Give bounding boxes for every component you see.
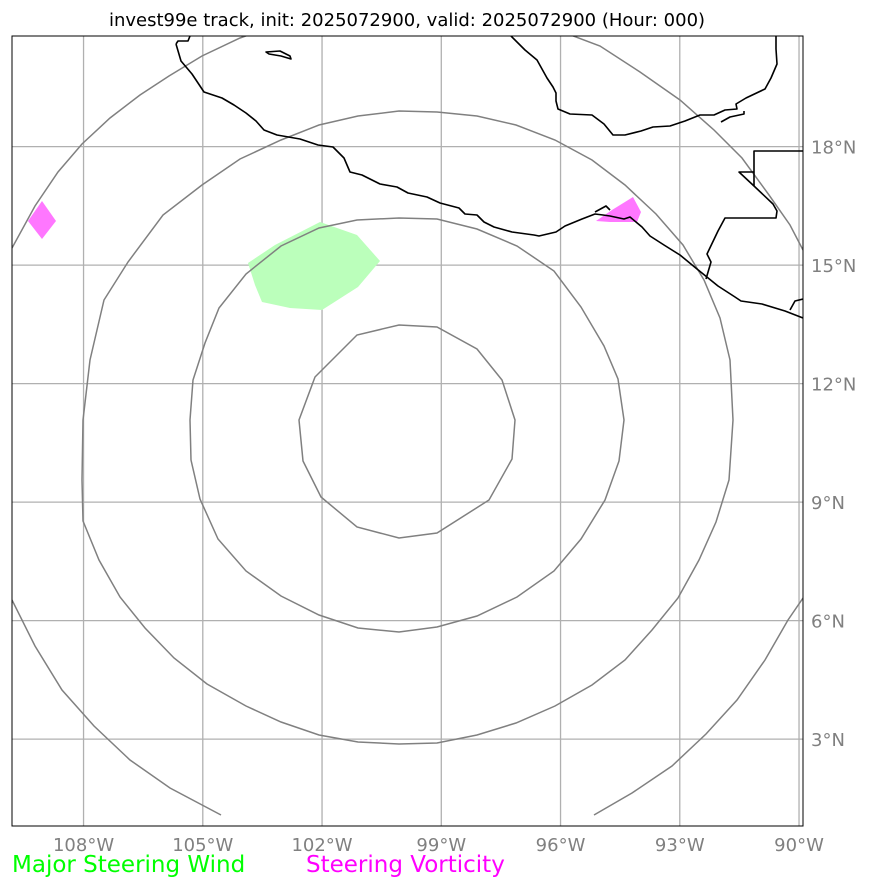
longitude-tick-label: 93°W bbox=[655, 835, 705, 856]
range-ring-inner bbox=[298, 324, 516, 539]
range-ring-outer-ne bbox=[571, 36, 803, 251]
range-ring-outer bbox=[12, 36, 248, 249]
plot-frame bbox=[11, 35, 804, 827]
latitude-tick-label: 6°N bbox=[811, 612, 845, 633]
range-ring-third bbox=[81, 110, 734, 745]
coastline-corner-east bbox=[789, 298, 803, 311]
steering-wind-area bbox=[248, 222, 380, 310]
latitude-tick-label: 9°N bbox=[811, 493, 845, 514]
longitude-tick-label: 99°W bbox=[416, 835, 466, 856]
longitude-tick-labels: 108°W 105°W 102°W 99°W 96°W 93°W 90°W bbox=[53, 835, 824, 856]
longitude-tick-label: 90°W bbox=[774, 835, 824, 856]
gridlines bbox=[12, 36, 803, 826]
latitude-tick-labels: 18°N 15°N 12°N 9°N 6°N 3°N bbox=[811, 138, 856, 751]
longitude-tick-label: 102°W bbox=[291, 835, 352, 856]
coastline-small-gulf-fjord bbox=[594, 205, 611, 213]
range-ring-second bbox=[189, 217, 625, 633]
map-title: invest99e track, init: 2025072900, valid… bbox=[109, 10, 705, 31]
longitude-tick-label: 96°W bbox=[536, 835, 586, 856]
coastline-guatemala-border bbox=[753, 150, 803, 186]
legend-steering-wind: Major Steering Wind bbox=[12, 852, 246, 878]
island-fragment bbox=[265, 50, 292, 60]
range-rings bbox=[12, 36, 803, 816]
longitude-tick-label: 105°W bbox=[172, 835, 233, 856]
latitude-tick-label: 18°N bbox=[811, 138, 856, 159]
coastline bbox=[175, 36, 803, 319]
coastline-yucatan-fragment bbox=[720, 111, 745, 123]
range-ring-outer-sw bbox=[12, 599, 222, 816]
latitude-tick-label: 3°N bbox=[811, 730, 845, 751]
latitude-tick-label: 12°N bbox=[811, 375, 856, 396]
coastline-mexico-north bbox=[175, 36, 191, 45]
longitude-tick-label: 108°W bbox=[53, 835, 114, 856]
legend-steering-vorticity: Steering Vorticity bbox=[306, 852, 505, 878]
latitude-tick-label: 15°N bbox=[811, 256, 856, 277]
steering-vorticity-area-west bbox=[28, 201, 56, 239]
coastline-mexico-pacific bbox=[175, 43, 803, 319]
coastline-gulf bbox=[510, 36, 778, 136]
range-ring-outer-se bbox=[593, 597, 803, 816]
coastline-mexico-border bbox=[705, 171, 778, 280]
